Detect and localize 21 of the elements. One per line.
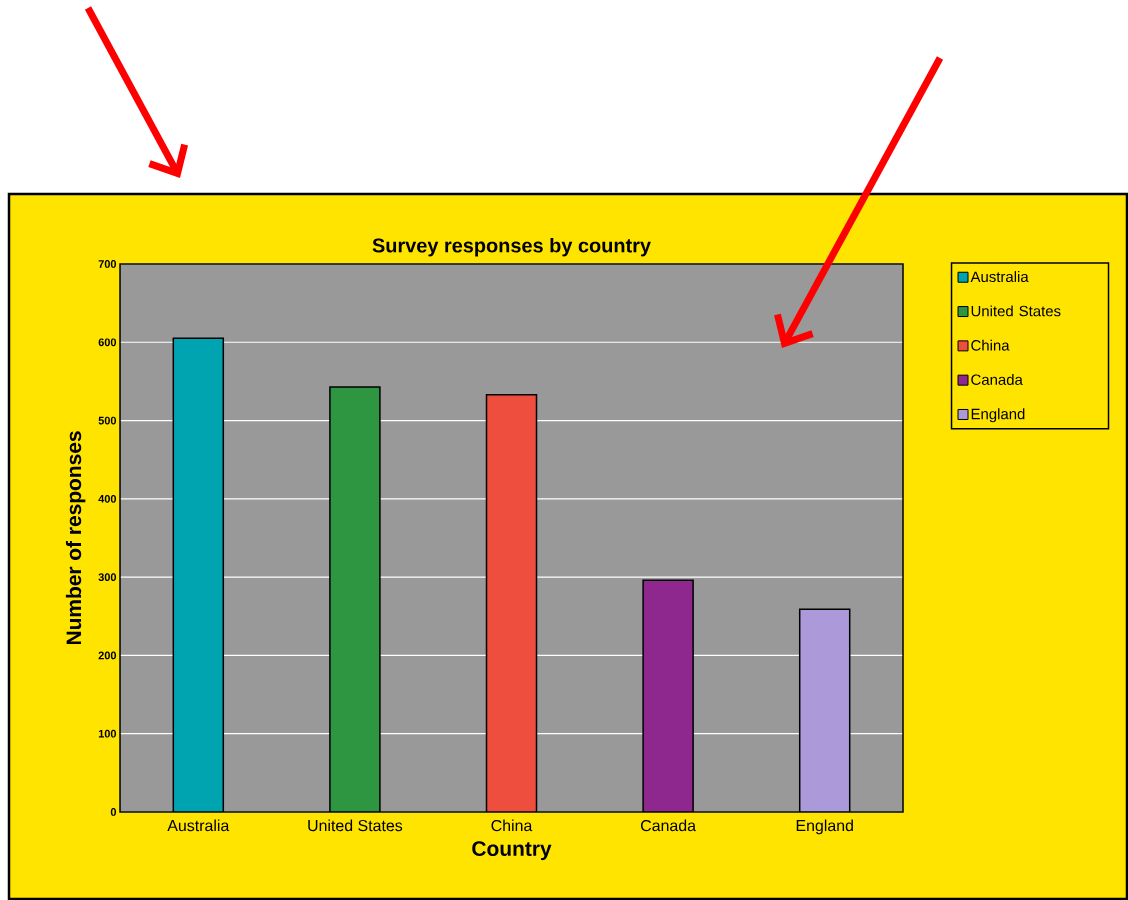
x-tick-label: United States — [308, 819, 403, 832]
legend-label: United States — [971, 305, 1061, 317]
y-tick-label: 200 — [98, 651, 117, 660]
x-tick-label: China — [491, 819, 533, 832]
y-tick-label: 300 — [98, 573, 117, 582]
y-axis-title: Number of responses — [65, 431, 86, 645]
y-tick-label: 600 — [98, 338, 117, 347]
legend-label: China — [971, 339, 1010, 351]
legend-label: Canada — [971, 374, 1023, 385]
x-axis-title: Country — [472, 841, 552, 861]
y-tick-label: 0 — [110, 808, 117, 816]
x-tick-label: Australia — [167, 819, 230, 832]
y-tick-label: 500 — [98, 416, 117, 425]
chart-title: Survey responses by country — [372, 237, 651, 257]
x-tick-label: Canada — [641, 819, 697, 832]
legend-label: Australia — [970, 271, 1029, 283]
y-tick-label: 100 — [98, 729, 117, 738]
y-tick-label: 700 — [98, 260, 117, 268]
y-tick-label: 400 — [98, 494, 117, 503]
legend-label: England — [971, 408, 1025, 423]
x-tick-label: England — [796, 819, 853, 835]
